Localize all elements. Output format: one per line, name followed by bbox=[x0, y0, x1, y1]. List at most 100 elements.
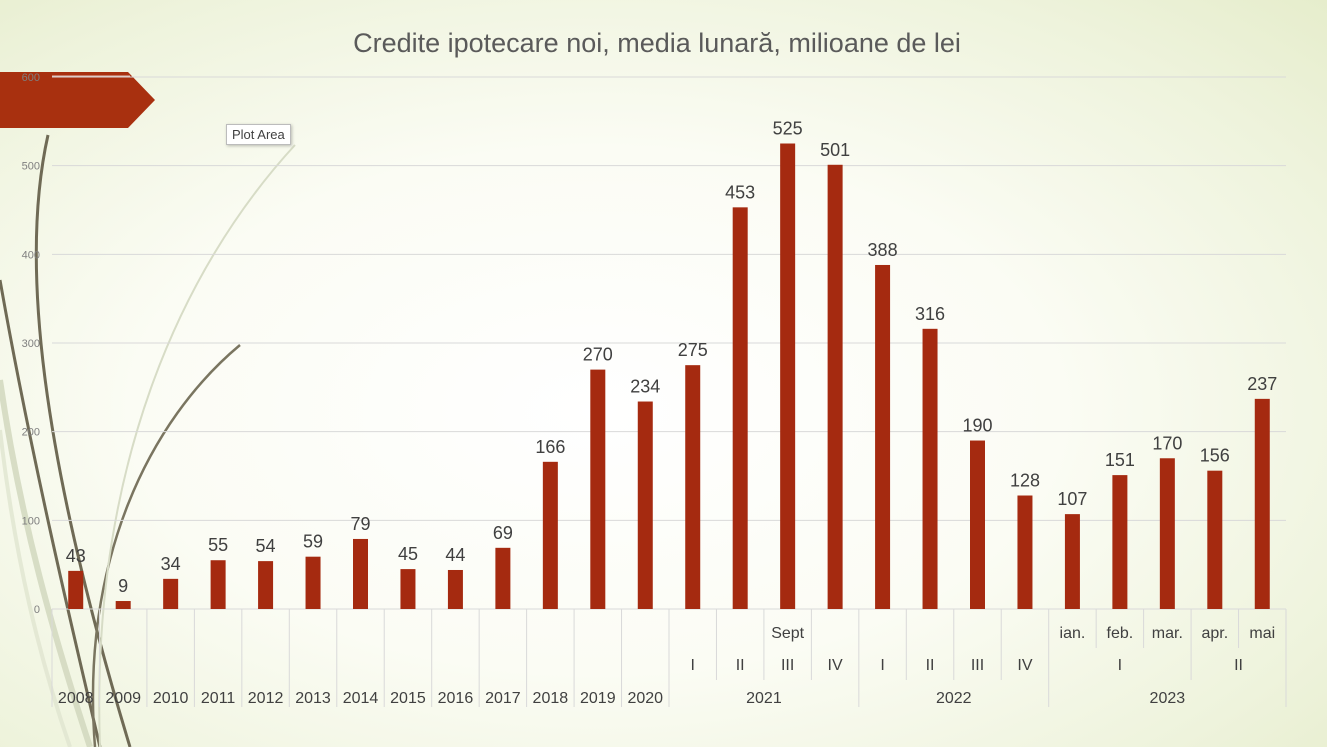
bar[interactable] bbox=[495, 547, 511, 609]
bar[interactable] bbox=[827, 164, 843, 609]
year-label: 2013 bbox=[295, 690, 331, 707]
bar[interactable] bbox=[970, 440, 985, 609]
data-label: 151 bbox=[1105, 450, 1135, 470]
data-label: 156 bbox=[1200, 446, 1230, 466]
data-label: 69 bbox=[493, 523, 513, 543]
bar[interactable] bbox=[590, 369, 606, 609]
decorative-swoosh bbox=[0, 379, 93, 747]
quarter-label: II bbox=[736, 657, 745, 674]
year-label: 2020 bbox=[627, 690, 663, 707]
arrow-banner bbox=[0, 72, 155, 128]
year-label: 2022 bbox=[936, 690, 972, 707]
bar[interactable] bbox=[1159, 458, 1175, 609]
chart-title: Credite ipotecare noi, media lunară, mil… bbox=[353, 28, 961, 58]
bar[interactable] bbox=[1064, 514, 1080, 609]
bar[interactable] bbox=[258, 561, 274, 609]
decorative-swoosh bbox=[98, 144, 296, 747]
category-label: mar. bbox=[1152, 625, 1183, 642]
data-label: 79 bbox=[350, 514, 370, 534]
y-tick-label: 200 bbox=[22, 427, 40, 439]
year-label: 2008 bbox=[58, 690, 94, 707]
data-label: 501 bbox=[820, 140, 850, 160]
y-tick-label: 500 bbox=[22, 161, 40, 173]
quarter-label: II bbox=[926, 657, 935, 674]
quarter-label: I bbox=[1118, 657, 1122, 674]
quarter-label: II bbox=[1234, 657, 1243, 674]
data-label: 237 bbox=[1247, 374, 1277, 394]
bar[interactable] bbox=[447, 569, 463, 609]
category-axis bbox=[51, 609, 1287, 707]
quarter-label: I bbox=[880, 657, 884, 674]
bar[interactable] bbox=[637, 401, 653, 609]
quarter-label: III bbox=[971, 657, 984, 674]
year-label: 2010 bbox=[153, 690, 189, 707]
data-label: 525 bbox=[773, 119, 803, 139]
bar[interactable] bbox=[1112, 475, 1128, 609]
data-label: 190 bbox=[962, 416, 992, 436]
plot-area-tooltip: Plot Area bbox=[226, 124, 291, 145]
decorative-swoosh bbox=[0, 279, 102, 747]
data-labels: 43 9 34 55 54 59 79 45 44 69 166 270 234 275 453 525 501… bbox=[66, 119, 1278, 597]
bar[interactable] bbox=[875, 264, 891, 609]
year-label: 2019 bbox=[580, 690, 616, 707]
data-label: 9 bbox=[118, 576, 128, 596]
gridlines bbox=[52, 76, 1286, 610]
category-label: mai bbox=[1249, 625, 1275, 642]
y-axis: 0 100 200 300 400 500 600 bbox=[22, 72, 40, 616]
data-label: 316 bbox=[915, 304, 945, 324]
quarter-label: IV bbox=[1017, 657, 1032, 674]
bar[interactable] bbox=[1254, 398, 1270, 609]
bar[interactable] bbox=[115, 601, 131, 609]
bar[interactable] bbox=[780, 143, 796, 610]
data-label: 234 bbox=[630, 377, 660, 397]
data-label: 34 bbox=[161, 554, 181, 574]
quarter-label: III bbox=[781, 657, 794, 674]
quarter-label: IV bbox=[828, 657, 843, 674]
data-label: 170 bbox=[1152, 433, 1182, 453]
year-label: 2012 bbox=[248, 690, 284, 707]
y-tick-label: 100 bbox=[22, 515, 40, 527]
year-label: 2014 bbox=[343, 690, 379, 707]
data-label: 45 bbox=[398, 544, 418, 564]
bar[interactable] bbox=[685, 365, 701, 609]
decorative-swoosh bbox=[91, 344, 241, 747]
year-label: 2015 bbox=[390, 690, 426, 707]
bar[interactable] bbox=[542, 461, 558, 609]
y-tick-label: 0 bbox=[34, 604, 40, 616]
decorative-swoosh bbox=[34, 134, 132, 747]
y-tick-label: 300 bbox=[22, 338, 40, 350]
year-label: 2023 bbox=[1150, 690, 1186, 707]
bars[interactable] bbox=[68, 143, 1270, 610]
data-label: 166 bbox=[535, 437, 565, 457]
data-label: 44 bbox=[445, 545, 465, 565]
bar[interactable] bbox=[922, 328, 938, 609]
bar[interactable] bbox=[1207, 470, 1223, 609]
year-label: 2011 bbox=[201, 690, 236, 707]
data-label: 453 bbox=[725, 182, 755, 202]
data-label: 275 bbox=[678, 340, 708, 360]
bar[interactable] bbox=[353, 538, 368, 609]
bar[interactable] bbox=[210, 560, 226, 609]
data-label: 128 bbox=[1010, 471, 1040, 491]
bar[interactable] bbox=[305, 556, 321, 609]
bar[interactable] bbox=[732, 207, 748, 609]
quarter-label: I bbox=[691, 657, 695, 674]
bar[interactable] bbox=[1017, 495, 1033, 609]
category-label: Sept bbox=[771, 625, 804, 642]
year-label: 2017 bbox=[485, 690, 521, 707]
bar[interactable] bbox=[68, 570, 84, 609]
data-label: 270 bbox=[583, 345, 613, 365]
y-tick-label: 400 bbox=[22, 249, 40, 261]
category-label: apr. bbox=[1201, 625, 1228, 642]
bar[interactable] bbox=[163, 578, 179, 609]
year-label: 2016 bbox=[438, 690, 474, 707]
data-label: 107 bbox=[1057, 489, 1087, 509]
category-label: ian. bbox=[1060, 625, 1086, 642]
decorative-swoosh bbox=[0, 429, 72, 747]
bar[interactable] bbox=[400, 569, 416, 609]
year-label: 2018 bbox=[533, 690, 569, 707]
data-label: 388 bbox=[868, 240, 898, 260]
data-label: 54 bbox=[256, 536, 276, 556]
